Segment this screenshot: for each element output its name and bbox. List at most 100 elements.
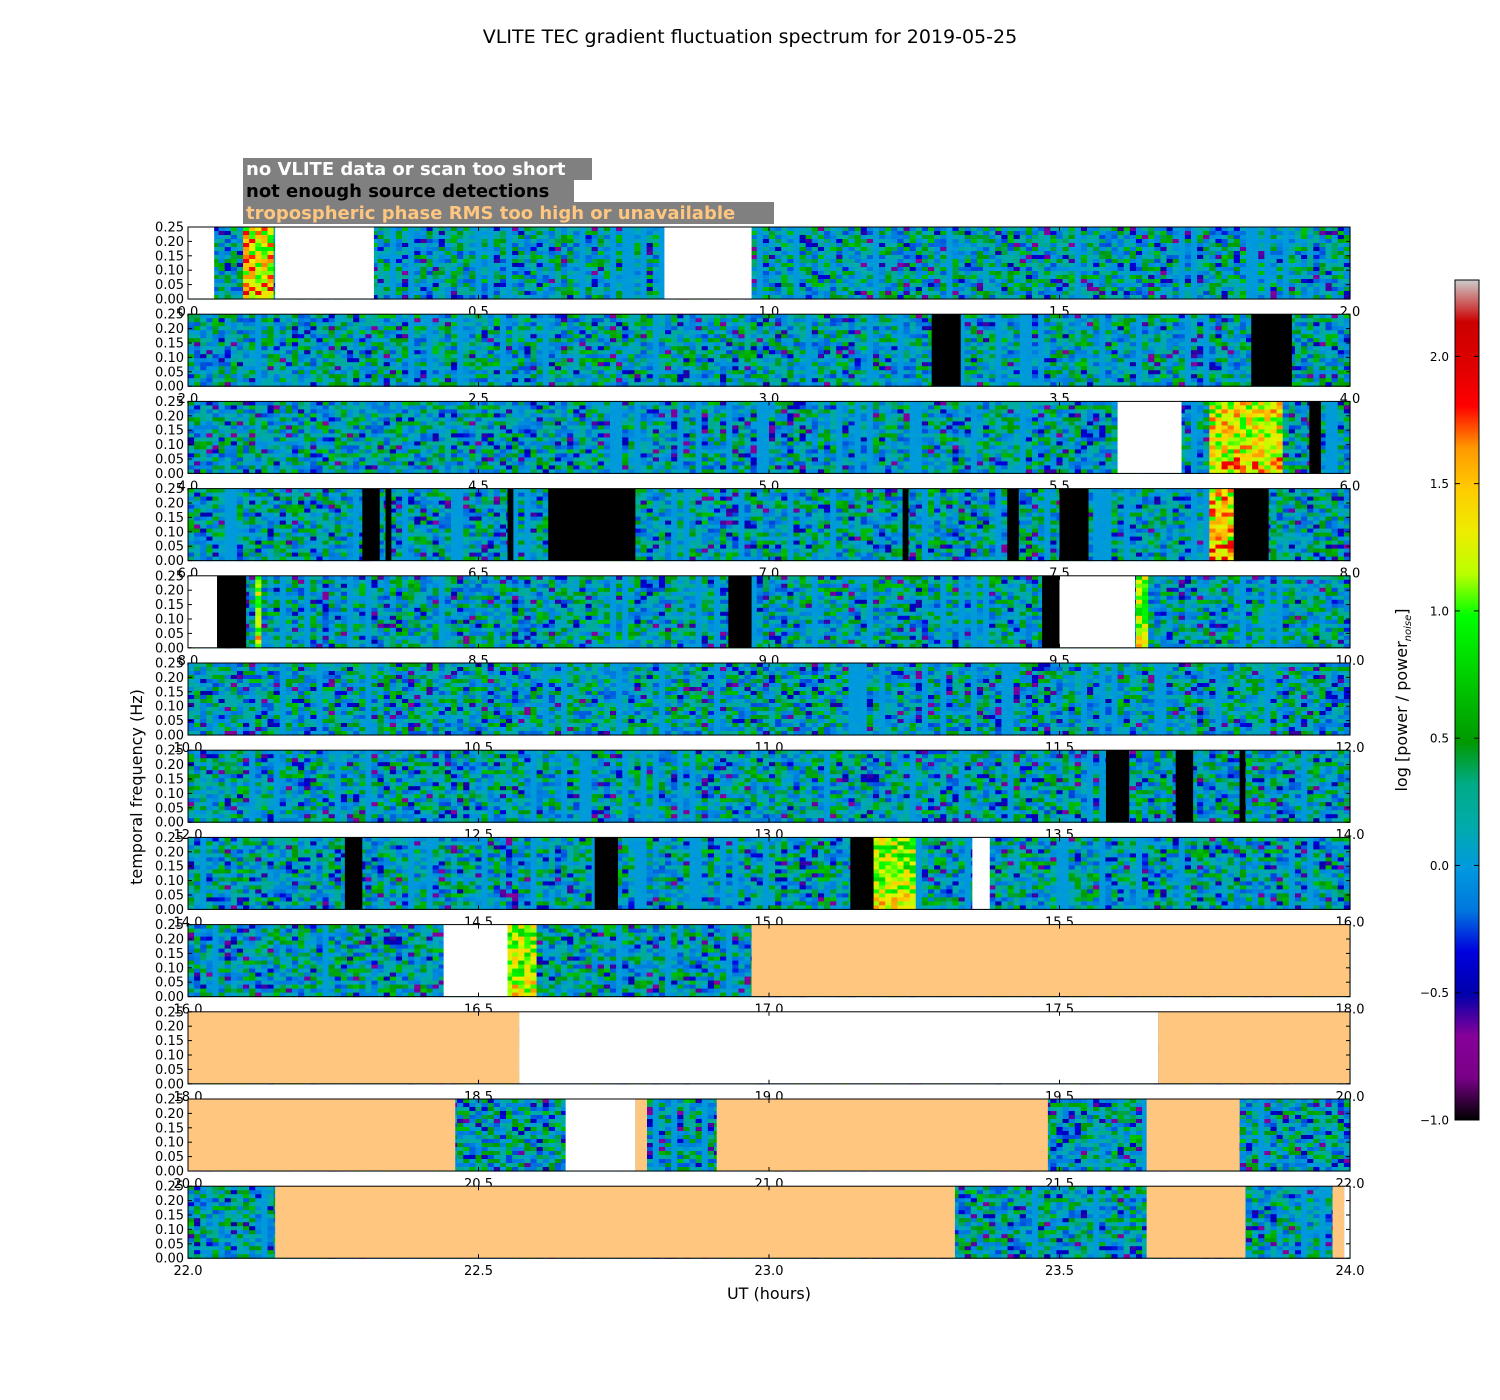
y-tick-label: 0.25	[155, 221, 184, 236]
flag-troposphere	[717, 1099, 1048, 1171]
legend-entry: tropospheric phase RMS too high or unava…	[246, 203, 735, 224]
y-tick-label: 0.15	[155, 773, 184, 788]
flag-few-detections	[1176, 750, 1193, 822]
y-tick-label: 0.05	[155, 627, 184, 642]
y-tick-label: 0.05	[155, 540, 184, 555]
chart-title: VLITE TEC gradient fluctuation spectrum …	[483, 26, 1017, 48]
flag-few-detections	[362, 489, 379, 561]
y-tick-label: 0.10	[155, 874, 184, 889]
y-tick-label: 0.20	[155, 409, 184, 424]
flag-troposphere	[275, 1186, 955, 1258]
y-tick-label: 0.25	[155, 918, 184, 933]
flag-few-detections	[1251, 314, 1292, 386]
colorbar-tick-label: 0.0	[1430, 859, 1449, 873]
flag-few-detections	[345, 837, 362, 909]
y-tick-label: 0.20	[155, 671, 184, 686]
y-tick-label: 0.25	[155, 395, 184, 410]
y-tick-label: 0.05	[155, 1063, 184, 1078]
flag-troposphere	[188, 1099, 455, 1171]
y-tick-label: 0.10	[155, 1136, 184, 1151]
x-tick-label: 22.5	[464, 1264, 493, 1279]
panel-3: 0.000.050.100.150.200.256.0 6.5 7.0 7.5 8.0	[155, 482, 1360, 581]
y-tick-label: 0.20	[155, 584, 184, 599]
y-tick-label: 0.15	[155, 1209, 184, 1224]
y-tick-label: 0.15	[155, 337, 184, 352]
x-axis-label: UT (hours)	[727, 1284, 811, 1303]
flag-few-detections	[1240, 750, 1246, 822]
y-tick-label: 0.05	[155, 714, 184, 729]
flag-troposphere	[1147, 1099, 1240, 1171]
y-tick-label: 0.25	[155, 1093, 184, 1108]
flag-few-detections	[217, 576, 246, 648]
flag-no-data	[1344, 1186, 1350, 1258]
y-tick-label: 0.15	[155, 511, 184, 526]
flag-no-data	[972, 837, 989, 909]
y-axis-label: temporal frequency (Hz)	[127, 689, 146, 885]
panel-1: 0.000.050.100.150.200.252.0 2.5 3.0 3.5 4.0	[155, 308, 1360, 408]
y-tick-label: 0.20	[155, 758, 184, 773]
y-tick-label: 0.25	[155, 1180, 184, 1195]
y-tick-label: 0.20	[155, 845, 184, 860]
y-tick-label: 0.15	[155, 860, 184, 875]
flag-few-detections	[1060, 489, 1089, 561]
flag-no-data	[1060, 576, 1136, 648]
panel-0: 0.000.050.100.150.200.250.0 0.5 1.0 1.5 2.0	[155, 221, 1360, 321]
y-tick-label: 0.05	[155, 889, 184, 904]
flag-few-detections	[1234, 489, 1269, 561]
y-tick-label: 0.05	[155, 801, 184, 816]
colorbar-tick-label: 1.5	[1430, 477, 1449, 491]
flag-no-data	[566, 1099, 636, 1171]
flag-few-detections	[1106, 750, 1129, 822]
y-tick-label: 0.20	[155, 235, 184, 250]
flag-few-detections	[508, 489, 514, 561]
y-tick-label: 0.10	[155, 525, 184, 540]
y-tick-label: 0.15	[155, 685, 184, 700]
y-tick-label: 0.25	[155, 482, 184, 497]
y-tick-label: 0.05	[155, 976, 184, 991]
flag-few-detections	[548, 489, 635, 561]
y-tick-label: 0.15	[155, 249, 184, 264]
y-tick-label: 0.10	[155, 438, 184, 453]
y-tick-label: 0.05	[155, 1237, 184, 1252]
flag-few-detections	[1007, 489, 1019, 561]
heatmap-cells	[188, 663, 1351, 736]
flag-no-data	[188, 227, 214, 299]
legend-entry: not enough source detections	[246, 181, 549, 202]
y-tick-label: 0.15	[155, 947, 184, 962]
colorbar-tick-label: −1.0	[1420, 1114, 1449, 1128]
flag-few-detections	[1309, 401, 1321, 473]
y-tick-label: 0.10	[155, 351, 184, 366]
y-tick-label: 0.15	[155, 598, 184, 613]
flag-few-detections	[728, 576, 751, 648]
flag-no-data	[664, 227, 751, 299]
y-tick-label: 0.25	[155, 569, 184, 584]
y-tick-label: 0.20	[155, 497, 184, 512]
colorbar-gradient	[1455, 280, 1479, 1120]
flag-troposphere	[188, 1012, 519, 1084]
y-tick-label: 0.20	[155, 1194, 184, 1209]
flag-few-detections	[595, 837, 618, 909]
legend-entry: no VLITE data or scan too short	[246, 159, 566, 180]
flag-no-data	[1118, 401, 1182, 473]
flag-troposphere	[1333, 1186, 1345, 1258]
colorbar-label: log [power / powernoise]	[1392, 608, 1414, 791]
heatmap-cells	[188, 837, 1351, 910]
panel-4: 0.000.050.100.150.200.258.0 8.5 9.0 9.5 10.0	[155, 569, 1364, 669]
flag-troposphere	[752, 925, 1350, 997]
y-tick-label: 0.25	[155, 831, 184, 846]
colorbar-tick-label: −0.5	[1420, 986, 1449, 1000]
y-tick-label: 0.25	[155, 308, 184, 323]
colorbar-tick-label: 0.5	[1430, 732, 1449, 746]
panel-stack: 0.000.050.100.150.200.250.0 0.5 1.0 1.5 2.00…	[155, 221, 1364, 1280]
flag-few-detections	[932, 314, 961, 386]
flag-few-detections	[386, 489, 392, 561]
x-tick-label: 23.0	[755, 1264, 784, 1279]
y-tick-label: 0.10	[155, 613, 184, 628]
